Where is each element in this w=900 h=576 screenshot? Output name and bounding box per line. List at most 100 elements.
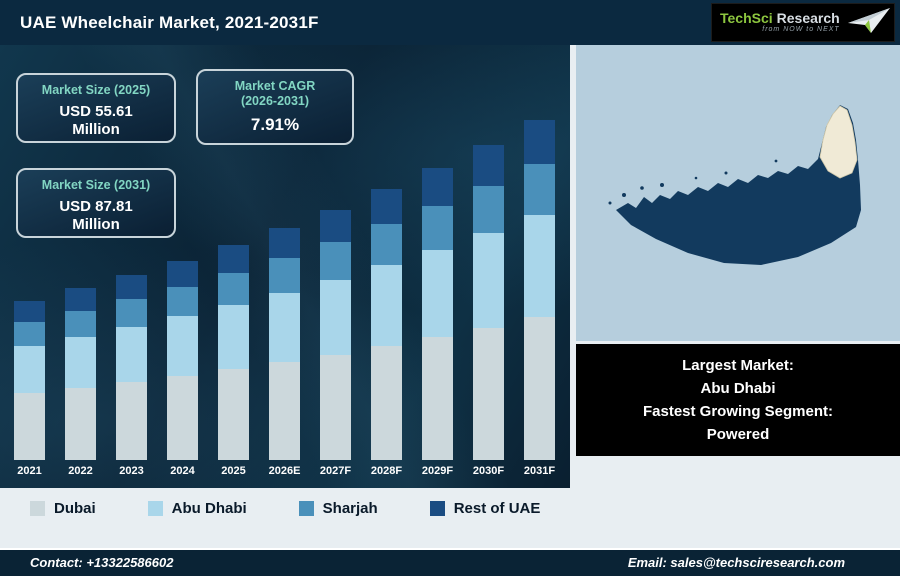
stacked-bar (116, 274, 147, 460)
bar-segment-abu-dhabi (320, 279, 351, 355)
bar-segment-abu-dhabi (65, 336, 96, 388)
bar-segment-dubai (371, 346, 402, 460)
legend-swatch (30, 501, 45, 516)
legend-label: Sharjah (322, 500, 378, 517)
legend-label: Dubai (54, 500, 96, 517)
x-axis-label: 2028F (370, 465, 403, 477)
techsci-logo-text: TechSci Research from NOW to NEXT (720, 10, 840, 34)
bar-segment-rest-of-uae (116, 274, 147, 299)
stacked-bar (65, 288, 96, 460)
page-title: UAE Wheelchair Market, 2021-2031F (20, 13, 319, 32)
stat-value-line2: Million (72, 121, 120, 138)
stat-box-market-size-2025: Market Size (2025) USD 55.61 Million (16, 73, 176, 143)
stat-title: Market Size (2025) (41, 83, 151, 97)
bar-segment-abu-dhabi (422, 249, 453, 338)
bar-segment-rest-of-uae (269, 227, 300, 258)
uae-map (576, 45, 900, 341)
legend-swatch (429, 501, 445, 516)
legend-item: Abu Dhabi (147, 500, 247, 517)
stacked-bar (269, 227, 300, 460)
stat-title-line1: Market CAGR (234, 79, 316, 93)
bar-segment-rest-of-uae (422, 168, 453, 206)
caption-line: Fastest Growing Segment: (642, 403, 834, 420)
bar-column: 2021 (14, 301, 45, 478)
legend-swatch (298, 501, 314, 516)
bar-segment-sharjah (473, 185, 504, 234)
bar-segment-rest-of-uae (167, 260, 198, 287)
stat-title: Market CAGR (2026-2031) (198, 79, 352, 109)
bar-column: 2024 (167, 260, 198, 478)
x-axis-label: 2024 (170, 465, 195, 477)
uae-map-panel (576, 45, 900, 341)
legend-item: Sharjah (298, 500, 378, 517)
x-axis-label: 2029F (421, 465, 454, 477)
stat-box-cagr: Market CAGR (2026-2031) 7.91% (196, 69, 354, 145)
x-axis-label: 2030F (472, 465, 505, 477)
bar-column: 2027F (319, 209, 352, 478)
bar-column: 2026E (269, 227, 300, 478)
brand-name: TechSci Research (720, 10, 840, 26)
bar-segment-sharjah (167, 286, 198, 317)
bar-segment-dubai (167, 376, 198, 460)
bar-segment-sharjah (269, 257, 300, 293)
uae-northern-emirates (819, 105, 858, 179)
bar-segment-dubai (422, 337, 453, 460)
legend-label: Rest of UAE (453, 500, 541, 517)
bar-segment-sharjah (14, 321, 45, 346)
bar-segment-dubai (473, 327, 504, 460)
uae-mainland (616, 105, 861, 265)
bar-segment-rest-of-uae (473, 144, 504, 186)
bar-segment-abu-dhabi (524, 215, 555, 318)
stat-value: USD 87.81 Million (18, 198, 174, 234)
bar-column: 2023 (116, 274, 147, 478)
caption-line: Abu Dhabi (700, 380, 776, 397)
stat-value: USD 55.61 Million (18, 103, 174, 139)
stat-value: 7.91% (250, 115, 300, 134)
bar-segment-rest-of-uae (14, 301, 45, 322)
stacked-bar (167, 260, 198, 460)
legend-item: Dubai (30, 500, 96, 517)
bar-segment-sharjah (116, 298, 147, 327)
bar-segment-abu-dhabi (167, 316, 198, 377)
stacked-bar (422, 168, 453, 460)
caption-line: Largest Market: (682, 357, 794, 374)
legend-swatch (147, 501, 163, 516)
legend-label: Abu Dhabi (171, 500, 247, 517)
caption-line: Powered (706, 426, 770, 443)
bar-segment-sharjah (65, 310, 96, 337)
bar-column: 2028F (371, 189, 402, 478)
stat-value-line2: Million (72, 216, 120, 233)
legend: Dubai Abu Dhabi Sharjah Rest of UAE (30, 500, 540, 517)
legend-item: Rest of UAE (429, 500, 541, 517)
bar-segment-dubai (218, 369, 249, 460)
bar-segment-sharjah (218, 272, 249, 305)
stat-box-market-size-2031: Market Size (2031) USD 87.81 Million (16, 168, 176, 238)
bar-column: 2022 (65, 288, 96, 478)
bar-segment-abu-dhabi (218, 304, 249, 370)
stat-title: Market Size (2031) (41, 178, 151, 192)
bar-segment-dubai (269, 362, 300, 460)
bar-segment-abu-dhabi (269, 292, 300, 363)
bar-segment-dubai (524, 317, 555, 460)
bar-segment-rest-of-uae (218, 244, 249, 273)
stat-title-line2: (2026-2031) (240, 94, 310, 108)
stacked-bar (14, 301, 45, 460)
x-axis-label: 2021 (17, 465, 42, 477)
contact-phone: Contact: +13322586602 (30, 555, 174, 570)
x-axis-label: 2027F (319, 465, 352, 477)
techsci-logo: TechSci Research from NOW to NEXT (711, 3, 895, 42)
footer-bar: Contact: +13322586602 Email: sales@techs… (0, 548, 900, 576)
bar-column: 2030F (472, 144, 505, 478)
stacked-bar (218, 244, 249, 460)
x-axis-label: 2023 (119, 465, 144, 477)
bar-segment-dubai (116, 382, 147, 460)
bar-chart: 2021 2022 2023 2024 2025 2026E 2027F 2028F 2029F… (14, 120, 555, 478)
bar-column: 2025 (218, 244, 249, 478)
bar-segment-rest-of-uae (524, 120, 555, 165)
bar-segment-rest-of-uae (371, 189, 402, 225)
bar-segment-dubai (320, 354, 351, 460)
contact-email: Email: sales@techsciresearch.com (627, 555, 845, 570)
bar-column: 2029F (422, 168, 453, 478)
largest-market-caption: Largest Market: Abu Dhabi Fastest Growin… (576, 344, 900, 456)
